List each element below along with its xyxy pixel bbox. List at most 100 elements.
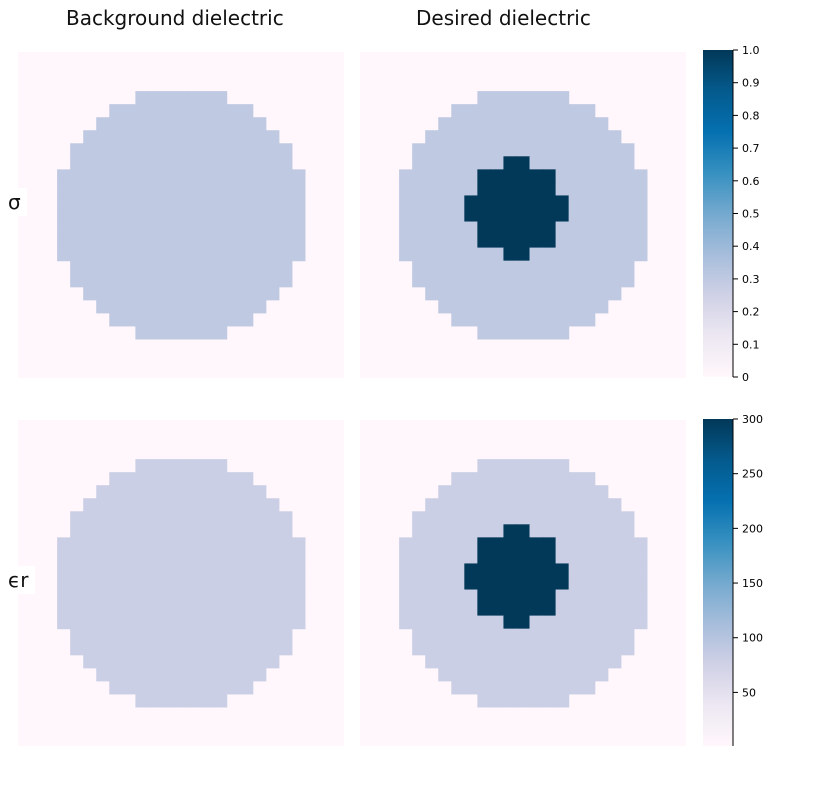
- heatmap-cell: [490, 628, 505, 643]
- heatmap-cell: [122, 117, 136, 131]
- heatmap-cell: [529, 589, 544, 604]
- heatmap-cell: [122, 195, 136, 210]
- heatmap-cell: [438, 550, 452, 565]
- heatmap-cell: [503, 472, 518, 486]
- heatmap-cell: [581, 169, 596, 183]
- heatmap-cell: [555, 247, 570, 262]
- heatmap-cell: [161, 615, 176, 630]
- heatmap-cell: [438, 576, 452, 591]
- heatmap-cell: [200, 667, 215, 682]
- heatmap-cell: [226, 589, 241, 604]
- heatmap-cell: [161, 91, 176, 105]
- heatmap-cell: [607, 247, 622, 262]
- heatmap-cell: [187, 286, 202, 301]
- heatmap-cell: [265, 589, 280, 604]
- heatmap-cell: [239, 602, 254, 617]
- heatmap-cell: [161, 680, 176, 695]
- heatmap-cell: [226, 117, 241, 131]
- heatmap-cell: [503, 602, 518, 617]
- heatmap-cell: [226, 498, 241, 512]
- heatmap-cell: [252, 550, 267, 565]
- heatmap-cell: [161, 485, 176, 499]
- heatmap-cell: [529, 273, 544, 288]
- heatmap-cell: [503, 325, 518, 340]
- heatmap-cell: [109, 524, 123, 538]
- heatmap-cell: [451, 641, 465, 656]
- heatmap-cell: [477, 602, 491, 617]
- heatmap-cell: [542, 195, 557, 210]
- heatmap-cell: [135, 182, 149, 197]
- heatmap-cell: [187, 550, 202, 565]
- heatmap-cell: [555, 312, 570, 327]
- heatmap-cell: [200, 117, 215, 131]
- heatmap-cell: [438, 260, 452, 275]
- heatmap-cell: [135, 589, 149, 604]
- heatmap-cell: [135, 312, 149, 327]
- heatmap-cell: [555, 286, 570, 301]
- heatmap-cell: [477, 169, 491, 183]
- heatmap-cell: [542, 247, 557, 262]
- heatmap-cell: [581, 472, 596, 486]
- heatmap-cell: [200, 260, 215, 275]
- heatmap-cell: [451, 182, 465, 197]
- colorbar-1: 50 100 150 200 250 300: [703, 413, 763, 746]
- heatmap-cell: [555, 143, 570, 157]
- heatmap-cell: [252, 299, 267, 314]
- heatmap-cell: [425, 498, 439, 512]
- heatmap-cell: [477, 459, 491, 473]
- heatmap-cell: [529, 667, 544, 682]
- heatmap-cell: [161, 325, 176, 340]
- heatmap-cell: [96, 143, 110, 157]
- heatmap-cell: [109, 589, 123, 604]
- heatmap-cell: [451, 680, 465, 695]
- heatmap-cell: [252, 260, 267, 275]
- heatmap-cell: [399, 550, 413, 565]
- heatmap-cell: [135, 524, 149, 538]
- heatmap-cell: [200, 312, 215, 327]
- heatmap-cell: [174, 563, 189, 578]
- heatmap-cell: [83, 260, 97, 275]
- heatmap-cell: [252, 247, 267, 262]
- heatmap-cell: [451, 130, 465, 144]
- column-title-desired: Desired dielectric: [416, 6, 591, 30]
- heatmap-cell: [226, 524, 241, 538]
- heatmap-cell: [174, 130, 189, 144]
- heatmap-cell: [291, 208, 306, 223]
- heatmap-cell: [57, 208, 71, 223]
- heatmap-cell: [161, 511, 176, 525]
- heatmap-cell: [213, 576, 228, 591]
- heatmap-cell: [239, 221, 254, 236]
- heatmap-cell: [122, 247, 136, 262]
- heatmap-cell: [187, 615, 202, 630]
- heatmap-cell: [174, 615, 189, 630]
- heatmap-cell: [412, 273, 426, 288]
- colorbar-tick-label: 0.4: [742, 240, 760, 253]
- heatmap-cell: [568, 260, 583, 275]
- heatmap-cell: [122, 169, 136, 183]
- heatmap-cell: [412, 247, 426, 262]
- heatmap-cell: [265, 286, 280, 301]
- heatmap-cell: [187, 208, 202, 223]
- heatmap-cell: [109, 602, 123, 617]
- heatmap-cell: [148, 641, 163, 656]
- heatmap-cell: [542, 208, 557, 223]
- heatmap-cell: [148, 182, 163, 197]
- heatmap-cell: [226, 550, 241, 565]
- heatmap-cell: [594, 602, 609, 617]
- heatmap-cell: [607, 576, 622, 591]
- heatmap-cell: [83, 208, 97, 223]
- heatmap-cell: [477, 680, 491, 695]
- heatmap-cell: [568, 511, 583, 525]
- heatmap-cell: [464, 628, 478, 643]
- heatmap-cell: [529, 182, 544, 197]
- heatmap-cell: [265, 260, 280, 275]
- heatmap-cell: [425, 169, 439, 183]
- heatmap-cell: [633, 169, 648, 183]
- heatmap-cell: [490, 472, 505, 486]
- heatmap-cell: [109, 667, 123, 682]
- heatmap-cell: [464, 247, 478, 262]
- heatmap-cell: [278, 563, 293, 578]
- heatmap-cell: [239, 615, 254, 630]
- heatmap-cell: [200, 459, 215, 473]
- heatmap-cell: [594, 260, 609, 275]
